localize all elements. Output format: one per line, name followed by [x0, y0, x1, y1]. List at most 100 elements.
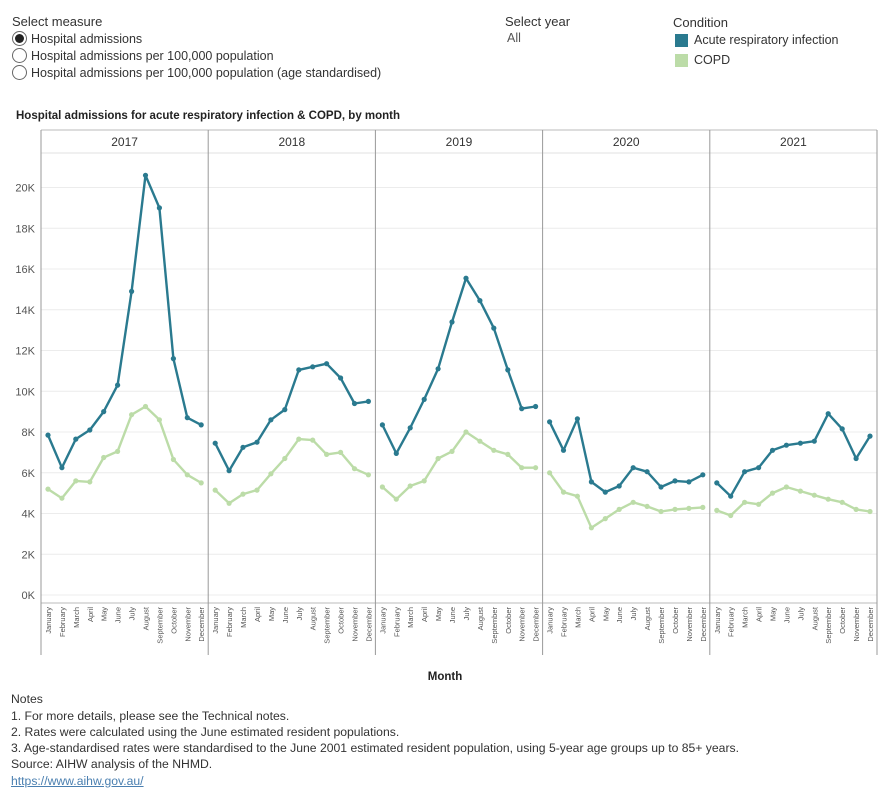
month-tick-label: October [504, 607, 513, 634]
data-point-copd [296, 436, 302, 442]
month-tick-label: April [755, 607, 764, 622]
data-point-copd [156, 417, 162, 423]
month-tick-label: June [281, 607, 290, 623]
data-point-acute-respiratory-infection [129, 288, 135, 294]
data-point-copd [463, 429, 469, 435]
note-source: Source: AIHW analysis of the NHMD. [11, 757, 213, 771]
data-point-copd [45, 486, 51, 492]
legend-swatch [675, 33, 688, 47]
data-point-copd [142, 403, 149, 410]
data-point-copd [630, 499, 636, 505]
data-point-copd [867, 508, 873, 515]
data-point-acute-respiratory-infection [825, 411, 831, 417]
y-tick-label: 20K [15, 183, 35, 195]
data-point-copd [421, 478, 427, 484]
data-point-acute-respiratory-infection [184, 415, 190, 421]
data-point-copd [574, 493, 581, 499]
month-tick-label: May [267, 607, 276, 621]
data-point-copd [700, 504, 706, 510]
radio-button-selected[interactable] [12, 31, 27, 46]
y-tick-label: 8K [22, 427, 36, 439]
series-line-copd [214, 437, 369, 505]
data-point-copd [240, 491, 246, 497]
month-tick-label: February [560, 607, 569, 637]
legend-title: Condition [673, 15, 728, 30]
y-tick-label: 16K [15, 264, 35, 276]
note-line: 1. For more details, please see the Tech… [11, 709, 290, 723]
month-tick-label: August [476, 606, 485, 630]
data-point-acute-respiratory-infection [686, 479, 692, 485]
data-point-acute-respiratory-infection [421, 396, 427, 402]
data-point-acute-respiratory-infection [728, 493, 734, 499]
data-point-copd [783, 484, 790, 490]
legend-label: COPD [694, 53, 731, 67]
radio-button[interactable] [12, 48, 27, 63]
data-point-acute-respiratory-infection [588, 479, 595, 485]
data-point-acute-respiratory-infection [156, 205, 162, 211]
data-point-acute-respiratory-infection [379, 422, 385, 428]
data-point-copd [338, 449, 344, 455]
note-line: 3. Age-standardised rates were standardi… [11, 741, 739, 755]
legend-item-copd[interactable]: COPD [675, 53, 730, 67]
legend-item-acute-respiratory-infection[interactable]: Acute respiratory infection [675, 33, 839, 47]
data-point-copd [533, 465, 539, 471]
data-point-copd [644, 503, 650, 509]
data-point-acute-respiratory-infection [59, 465, 65, 471]
data-point-copd [588, 525, 595, 531]
data-point-copd [449, 448, 455, 454]
data-point-copd [226, 500, 232, 506]
month-tick-label: January [713, 607, 722, 634]
data-point-copd [756, 501, 762, 507]
data-point-copd [198, 480, 204, 486]
month-tick-label: March [741, 607, 750, 628]
measure-option-age-standardised[interactable]: Hospital admissions per 100,000 populati… [12, 65, 381, 80]
series-line-copd [47, 405, 202, 500]
measure-selector-title: Select measure [12, 14, 103, 29]
month-tick-label: July [629, 607, 638, 621]
data-point-copd [519, 465, 525, 471]
data-point-copd [170, 456, 176, 463]
data-point-acute-respiratory-infection [463, 275, 469, 281]
data-point-acute-respiratory-infection [783, 442, 790, 448]
aihw-website-link[interactable]: https://www.aihw.gov.au/ [11, 774, 144, 788]
radio-button[interactable] [12, 65, 27, 80]
data-point-acute-respiratory-infection [839, 426, 845, 432]
data-point-copd [365, 472, 371, 478]
data-point-acute-respiratory-infection [756, 465, 762, 471]
data-point-acute-respiratory-infection [560, 447, 567, 453]
legend-label: Acute respiratory infection [694, 33, 839, 47]
month-tick-label: February [392, 607, 401, 637]
month-tick-label: December [699, 607, 708, 642]
month-tick-label: May [769, 607, 778, 621]
month-tick-label: September [490, 606, 499, 643]
y-tick-label: 4K [22, 509, 36, 521]
data-point-acute-respiratory-infection [797, 440, 804, 446]
month-tick-label: July [128, 607, 137, 621]
data-point-acute-respiratory-infection [268, 417, 274, 423]
data-point-acute-respiratory-infection [742, 469, 748, 475]
data-point-copd [435, 455, 441, 462]
data-point-acute-respiratory-infection [240, 444, 246, 450]
y-tick-label: 10K [15, 386, 35, 398]
measure-option-per-100000[interactable]: Hospital admissions per 100,000 populati… [12, 48, 274, 63]
month-tick-label: December [532, 607, 541, 642]
data-point-acute-respiratory-infection [769, 447, 776, 453]
panel-year-label: 2021 [780, 135, 807, 149]
month-tick-label: November [852, 607, 861, 642]
data-point-acute-respiratory-infection [226, 468, 232, 474]
data-point-copd [379, 484, 385, 490]
measure-option-hospital-admissions[interactable]: Hospital admissions [12, 31, 142, 46]
data-point-acute-respiratory-infection [491, 325, 497, 331]
data-point-acute-respiratory-infection [87, 427, 93, 433]
data-point-copd [351, 466, 358, 472]
data-point-acute-respiratory-infection [338, 375, 344, 381]
year-selector-value[interactable]: All [507, 31, 521, 45]
month-tick-label: June [114, 607, 123, 623]
month-tick-label: May [434, 607, 443, 621]
data-point-acute-respiratory-infection [351, 400, 358, 407]
month-tick-label: September [323, 606, 332, 643]
data-point-copd [268, 471, 274, 477]
data-point-acute-respiratory-infection [644, 469, 650, 475]
month-tick-label: October [671, 607, 680, 634]
note-line: 2. Rates were calculated using the June … [11, 725, 400, 739]
